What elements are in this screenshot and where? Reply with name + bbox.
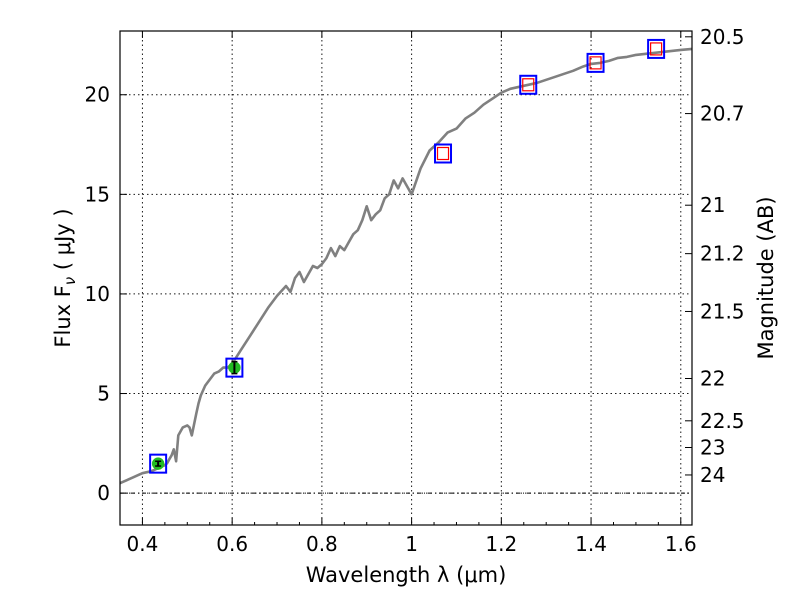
model-flux-square (436, 146, 450, 161)
photometry-point (647, 38, 666, 59)
mag-tick-label: 20.7 (700, 102, 745, 126)
x-tick-label: 1.6 (665, 532, 697, 556)
x-tick-label: 1.4 (575, 532, 607, 556)
y-axis-label-right: Magnitude (AB) (754, 196, 778, 359)
model-flux-square (650, 42, 663, 56)
mag-tick-label: 21.2 (700, 242, 745, 266)
y-tick-label: 15 (85, 182, 110, 206)
mag-tick-label: 23 (700, 435, 725, 459)
photometry-point (149, 453, 168, 474)
observed-flux-square (586, 52, 605, 73)
ticks-layer (119, 31, 692, 525)
y-tick-label: 0 (97, 481, 110, 505)
mag-tick-label: 21 (700, 193, 725, 217)
photometry-point (434, 143, 453, 164)
mag-tick-label: 20.5 (700, 25, 745, 49)
x-axis-label: Wavelength λ (μm) (306, 563, 507, 587)
model-flux-square (522, 78, 535, 92)
series-layer (119, 47, 693, 485)
plot-frame (119, 30, 693, 526)
y-axis-label-left: Flux Fν ( μJy ) (51, 208, 79, 347)
y-tick-label: 20 (85, 83, 110, 107)
y-tick-label: 10 (85, 282, 110, 306)
photometry-point (519, 74, 538, 95)
observed-flux-square (434, 143, 453, 164)
photometry-point (586, 52, 605, 73)
y-axis-label-flux: Flux F (51, 285, 75, 347)
mag-tick-label: 22.5 (700, 409, 745, 433)
observed-flux-square (519, 74, 538, 95)
observed-flux-square (647, 38, 666, 59)
y-axis-label-nu: ν (61, 277, 79, 285)
mag-tick-label: 21.5 (700, 299, 745, 323)
y-tick-label: 5 (97, 382, 110, 406)
x-tick-label: 1.2 (485, 532, 517, 556)
mag-tick-label: 24 (700, 463, 725, 487)
photometry-point (225, 357, 244, 378)
observed-flux-square (225, 357, 244, 378)
x-tick-label: 0.8 (306, 532, 338, 556)
observed-flux-square (149, 453, 168, 474)
tick-labels-layer: 0.4 0.6 0.8 1 1.2 1.4 1.6 0 5 10 15 20 20.5 20.7 21 21.… (85, 25, 745, 556)
svg-text:Flux Fν ( μJy ): Flux Fν ( μJy ) (51, 208, 79, 347)
x-tick-label: 1 (405, 532, 418, 556)
model-flux-square (589, 56, 602, 70)
x-tick-label: 0.4 (127, 532, 159, 556)
y-axis-label-unit: ( μJy ) (51, 208, 75, 276)
model-spectrum-line (119, 47, 693, 485)
x-tick-label: 0.6 (216, 532, 248, 556)
grid-layer (120, 31, 692, 525)
points-layer (149, 38, 666, 474)
mag-tick-label: 22 (700, 367, 725, 391)
